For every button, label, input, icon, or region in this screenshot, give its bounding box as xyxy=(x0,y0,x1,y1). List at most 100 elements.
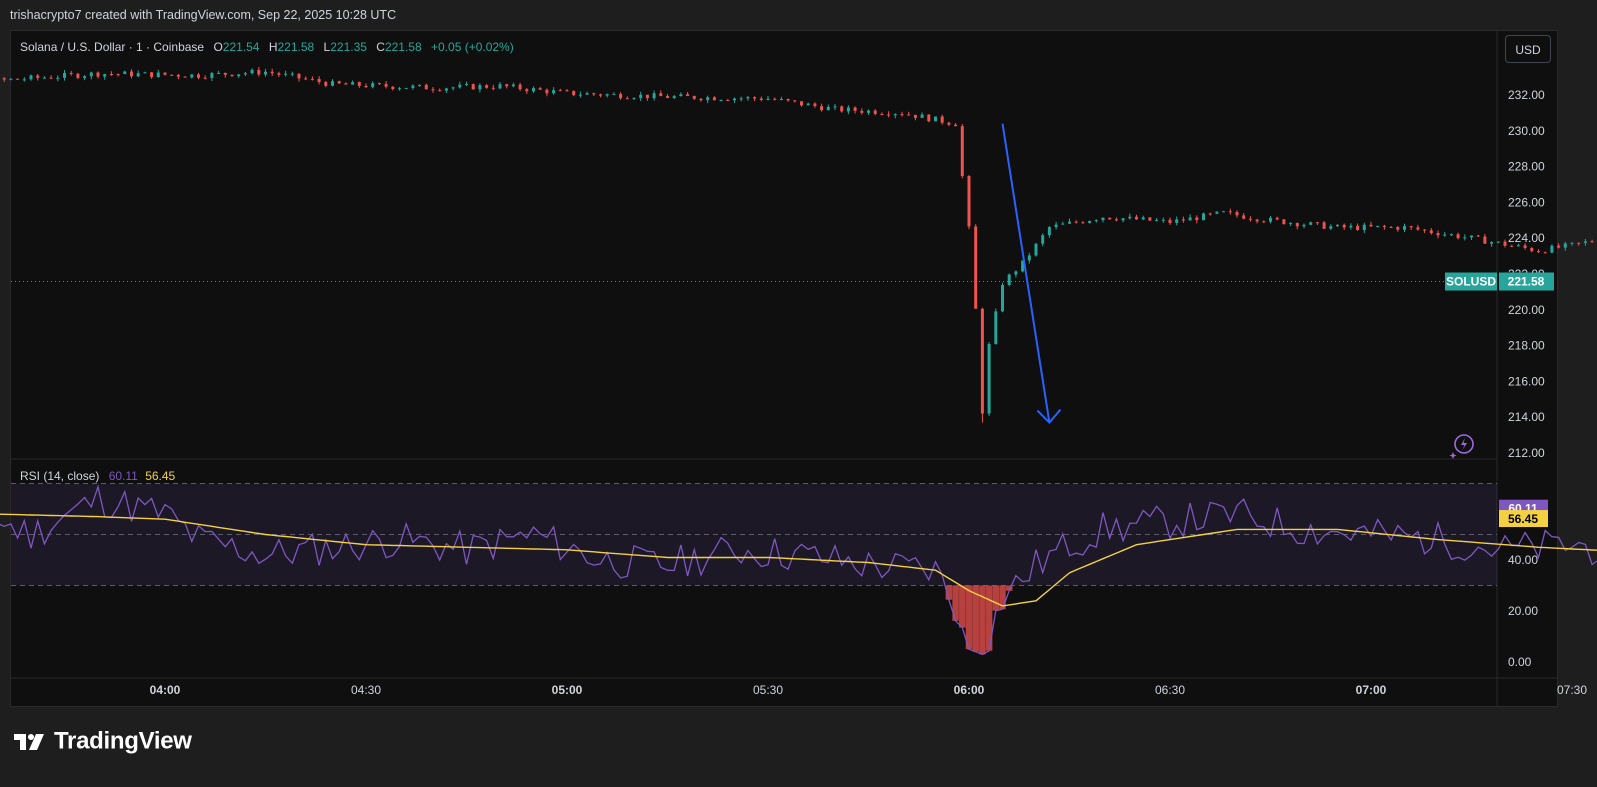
candle-body xyxy=(444,88,448,91)
candle-body xyxy=(1001,284,1004,312)
candle-body xyxy=(1463,237,1467,239)
rsi-legend[interactable]: RSI (14, close) 60.11 56.45 xyxy=(20,469,175,483)
candle-body xyxy=(223,72,227,75)
candle-body xyxy=(1114,219,1118,221)
candle-body xyxy=(733,98,736,101)
candle-body xyxy=(1034,243,1038,256)
candle-body xyxy=(666,96,669,98)
candle-body xyxy=(1074,221,1078,223)
candle-body xyxy=(270,71,274,74)
candle-body xyxy=(1081,222,1085,224)
candle-body xyxy=(478,85,482,90)
candle-body xyxy=(1382,225,1386,227)
candle-body xyxy=(773,98,777,100)
candle-body xyxy=(632,98,636,100)
candle-body xyxy=(974,226,978,309)
candle-body xyxy=(1490,242,1494,244)
candle-body xyxy=(471,84,475,90)
time-tick-label: 05:30 xyxy=(753,683,783,697)
chart-credit: trishacrypto7 created with TradingView.c… xyxy=(10,8,397,22)
rsi-oversold-fill xyxy=(945,585,1013,655)
candle-body xyxy=(793,100,797,102)
symbol-name[interactable]: Solana / U.S. Dollar · 1 · Coinbase xyxy=(20,40,205,54)
candle-body xyxy=(726,99,730,101)
candle-body xyxy=(337,81,341,84)
open-value: 221.54 xyxy=(222,40,260,54)
time-tick-label: 05:00 xyxy=(552,683,583,697)
candle-body xyxy=(257,69,261,75)
candle-body xyxy=(1322,222,1326,229)
candle-body xyxy=(357,82,361,86)
candle-body xyxy=(36,75,40,78)
candle-body xyxy=(438,90,442,92)
candle-body xyxy=(1007,274,1011,285)
close-value: 221.58 xyxy=(384,40,422,54)
candle-body xyxy=(143,72,147,74)
candle-body xyxy=(1563,243,1567,248)
high-value: 221.58 xyxy=(277,40,315,54)
candle-body xyxy=(766,98,770,100)
candle-body xyxy=(712,97,716,101)
candle-body xyxy=(123,71,127,75)
tradingview-logo[interactable]: TradingView xyxy=(14,727,192,756)
low-label: L xyxy=(323,40,331,54)
candle-body xyxy=(1054,224,1058,228)
candle-body xyxy=(960,126,964,177)
rsi-label: RSI (14, close) xyxy=(20,469,100,483)
last-price-tag xyxy=(1499,272,1554,291)
candle-body xyxy=(920,114,924,118)
candle-body xyxy=(860,110,864,113)
candle-body xyxy=(1068,221,1071,224)
candle-body xyxy=(1476,235,1480,237)
candle-body xyxy=(2,78,6,80)
candle-body xyxy=(940,116,944,123)
candle-body xyxy=(538,88,542,90)
symbol-tag-label: SOLUSD xyxy=(1446,275,1496,289)
candle-body xyxy=(552,90,556,94)
candle-body xyxy=(639,94,643,99)
rsi-value: 60.11 xyxy=(108,469,138,483)
time-tick-label: 07:30 xyxy=(1557,683,1587,697)
candle-body xyxy=(1168,219,1172,224)
brand-name: TradingView xyxy=(54,727,192,755)
candle-body xyxy=(377,83,381,85)
candle-body xyxy=(692,96,696,99)
candle-body xyxy=(1362,224,1366,230)
candle-body xyxy=(518,84,522,90)
candle-body xyxy=(498,84,502,89)
candle-body xyxy=(1503,241,1507,246)
last-price-tag-label: 221.58 xyxy=(1508,275,1545,289)
candle-body xyxy=(1014,271,1018,275)
candle-body xyxy=(612,93,616,95)
candle-body xyxy=(9,78,13,80)
candle-body xyxy=(967,176,971,227)
candle-body xyxy=(69,72,73,74)
candle-body xyxy=(136,73,140,77)
candle-body xyxy=(63,72,66,78)
candle-body xyxy=(1188,217,1192,221)
candle-body xyxy=(1208,213,1212,215)
candle-body xyxy=(1590,241,1594,243)
candle-body xyxy=(900,114,904,116)
lightning-icon[interactable] xyxy=(1448,432,1476,460)
candle-body xyxy=(1094,220,1098,222)
currency-button[interactable]: USD xyxy=(1505,35,1551,63)
candle-body xyxy=(170,74,174,76)
candle-body xyxy=(42,77,46,79)
candle-body xyxy=(16,78,20,80)
candle-body xyxy=(1282,219,1286,225)
candle-body xyxy=(1496,241,1500,243)
candle-body xyxy=(96,72,100,77)
candle-body xyxy=(1470,235,1473,238)
candle-body xyxy=(89,72,93,77)
candle-body xyxy=(163,72,167,75)
time-tick-label: 07:00 xyxy=(1356,683,1387,697)
candle-body xyxy=(284,73,288,75)
candle-body xyxy=(840,106,844,112)
candle-body xyxy=(424,84,428,90)
candle-body xyxy=(1108,217,1112,220)
close-label: C xyxy=(376,40,385,54)
candle-body xyxy=(1550,245,1554,253)
drawn-arrow-head xyxy=(1036,408,1062,425)
